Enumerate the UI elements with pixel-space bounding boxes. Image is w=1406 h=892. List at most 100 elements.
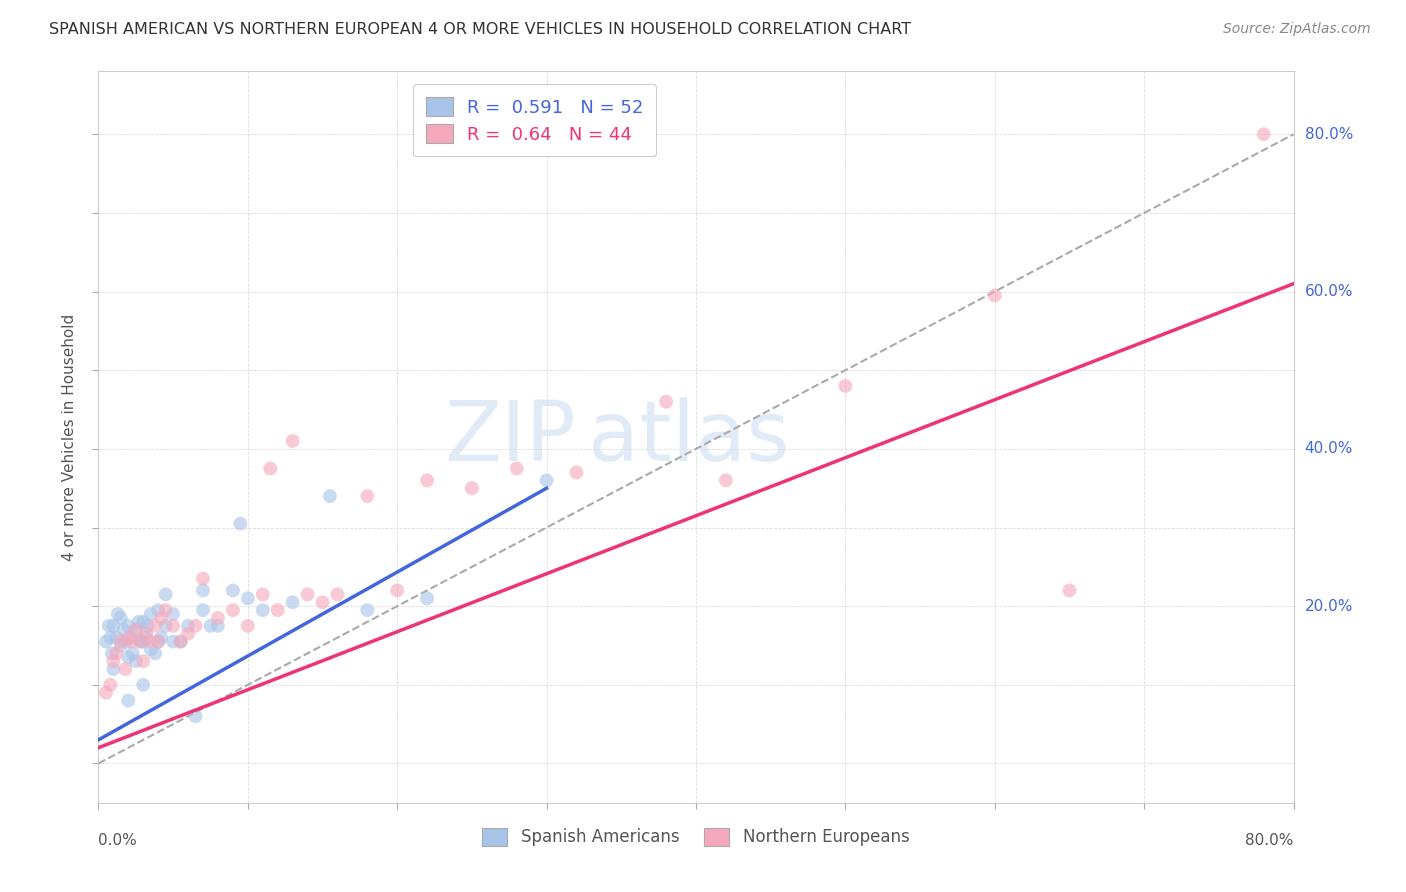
- Point: [132, 615, 155, 629]
- Point: [148, 634, 170, 648]
- Text: 0.0%: 0.0%: [98, 833, 138, 848]
- Point: [110, 639, 132, 653]
- Point: [129, 634, 152, 648]
- Point: [207, 619, 229, 633]
- Point: [107, 607, 129, 621]
- Point: [385, 583, 409, 598]
- Point: [416, 591, 439, 606]
- Point: [207, 611, 229, 625]
- Point: [297, 587, 319, 601]
- Point: [177, 626, 200, 640]
- Text: ZIP: ZIP: [444, 397, 576, 477]
- Point: [267, 603, 290, 617]
- Point: [103, 654, 125, 668]
- Point: [110, 634, 132, 648]
- Point: [191, 572, 214, 586]
- Point: [311, 595, 333, 609]
- Point: [143, 646, 166, 660]
- Point: [191, 583, 214, 598]
- Point: [155, 619, 177, 633]
- Point: [236, 619, 259, 633]
- Point: [536, 473, 558, 487]
- Point: [132, 678, 155, 692]
- Point: [252, 587, 274, 601]
- Point: [177, 619, 200, 633]
- Point: [148, 603, 170, 617]
- Point: [103, 662, 125, 676]
- Point: [319, 489, 342, 503]
- Text: 60.0%: 60.0%: [1305, 284, 1353, 299]
- Point: [132, 634, 155, 648]
- Point: [114, 634, 136, 648]
- Text: 80.0%: 80.0%: [1305, 127, 1353, 142]
- Point: [105, 631, 128, 645]
- Point: [169, 634, 191, 648]
- Point: [150, 611, 173, 625]
- Point: [110, 611, 132, 625]
- Point: [416, 473, 439, 487]
- Point: [259, 461, 281, 475]
- Y-axis label: 4 or more Vehicles in Household: 4 or more Vehicles in Household: [62, 313, 77, 561]
- Point: [162, 619, 184, 633]
- Point: [98, 678, 122, 692]
- Point: [120, 634, 142, 648]
- Point: [117, 631, 139, 645]
- Point: [655, 394, 678, 409]
- Point: [714, 473, 737, 487]
- Point: [120, 631, 142, 645]
- Point: [506, 461, 529, 475]
- Point: [155, 587, 177, 601]
- Point: [139, 607, 162, 621]
- Point: [281, 434, 304, 448]
- Point: [150, 631, 173, 645]
- Text: 20.0%: 20.0%: [1305, 599, 1353, 614]
- Point: [200, 619, 222, 633]
- Point: [129, 634, 152, 648]
- Point: [101, 646, 124, 660]
- Point: [222, 603, 245, 617]
- Point: [105, 646, 128, 660]
- Point: [114, 662, 136, 676]
- Text: atlas: atlas: [589, 397, 790, 477]
- Point: [139, 642, 162, 657]
- Point: [132, 654, 155, 668]
- Point: [117, 693, 139, 707]
- Point: [125, 654, 148, 668]
- Point: [184, 709, 207, 723]
- Point: [98, 631, 122, 645]
- Point: [103, 619, 125, 633]
- Point: [1253, 128, 1275, 142]
- Point: [565, 466, 588, 480]
- Point: [229, 516, 252, 531]
- Point: [117, 650, 139, 665]
- Point: [222, 583, 245, 598]
- Point: [94, 634, 117, 648]
- Point: [94, 686, 117, 700]
- Point: [984, 288, 1007, 302]
- Point: [97, 619, 120, 633]
- Point: [191, 603, 214, 617]
- Point: [162, 634, 184, 648]
- Text: SPANISH AMERICAN VS NORTHERN EUROPEAN 4 OR MORE VEHICLES IN HOUSEHOLD CORRELATIO: SPANISH AMERICAN VS NORTHERN EUROPEAN 4 …: [49, 22, 911, 37]
- Point: [169, 634, 191, 648]
- Legend: Spanish Americans, Northern Europeans: Spanish Americans, Northern Europeans: [475, 821, 917, 853]
- Point: [112, 623, 135, 637]
- Point: [356, 489, 378, 503]
- Point: [121, 646, 143, 660]
- Point: [139, 634, 162, 648]
- Text: Source: ZipAtlas.com: Source: ZipAtlas.com: [1223, 22, 1371, 37]
- Point: [143, 619, 166, 633]
- Point: [1059, 583, 1081, 598]
- Point: [135, 631, 157, 645]
- Point: [125, 623, 148, 637]
- Text: 40.0%: 40.0%: [1305, 442, 1353, 457]
- Point: [834, 379, 856, 393]
- Text: 80.0%: 80.0%: [1246, 833, 1294, 848]
- Point: [128, 615, 150, 629]
- Point: [125, 623, 148, 637]
- Point: [281, 595, 304, 609]
- Point: [135, 626, 157, 640]
- Point: [252, 603, 274, 617]
- Point: [148, 634, 170, 648]
- Point: [461, 481, 484, 495]
